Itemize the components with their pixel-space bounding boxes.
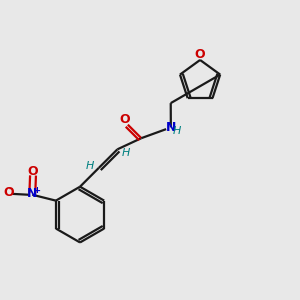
Text: O: O bbox=[3, 187, 13, 200]
Text: -: - bbox=[9, 184, 13, 194]
Text: H: H bbox=[86, 161, 94, 171]
Text: N: N bbox=[166, 121, 176, 134]
Text: O: O bbox=[195, 48, 206, 61]
Text: H: H bbox=[122, 148, 130, 158]
Text: N: N bbox=[27, 188, 38, 200]
Text: +: + bbox=[33, 186, 40, 195]
Text: H: H bbox=[172, 127, 181, 136]
Text: O: O bbox=[28, 165, 38, 178]
Text: O: O bbox=[120, 113, 130, 127]
